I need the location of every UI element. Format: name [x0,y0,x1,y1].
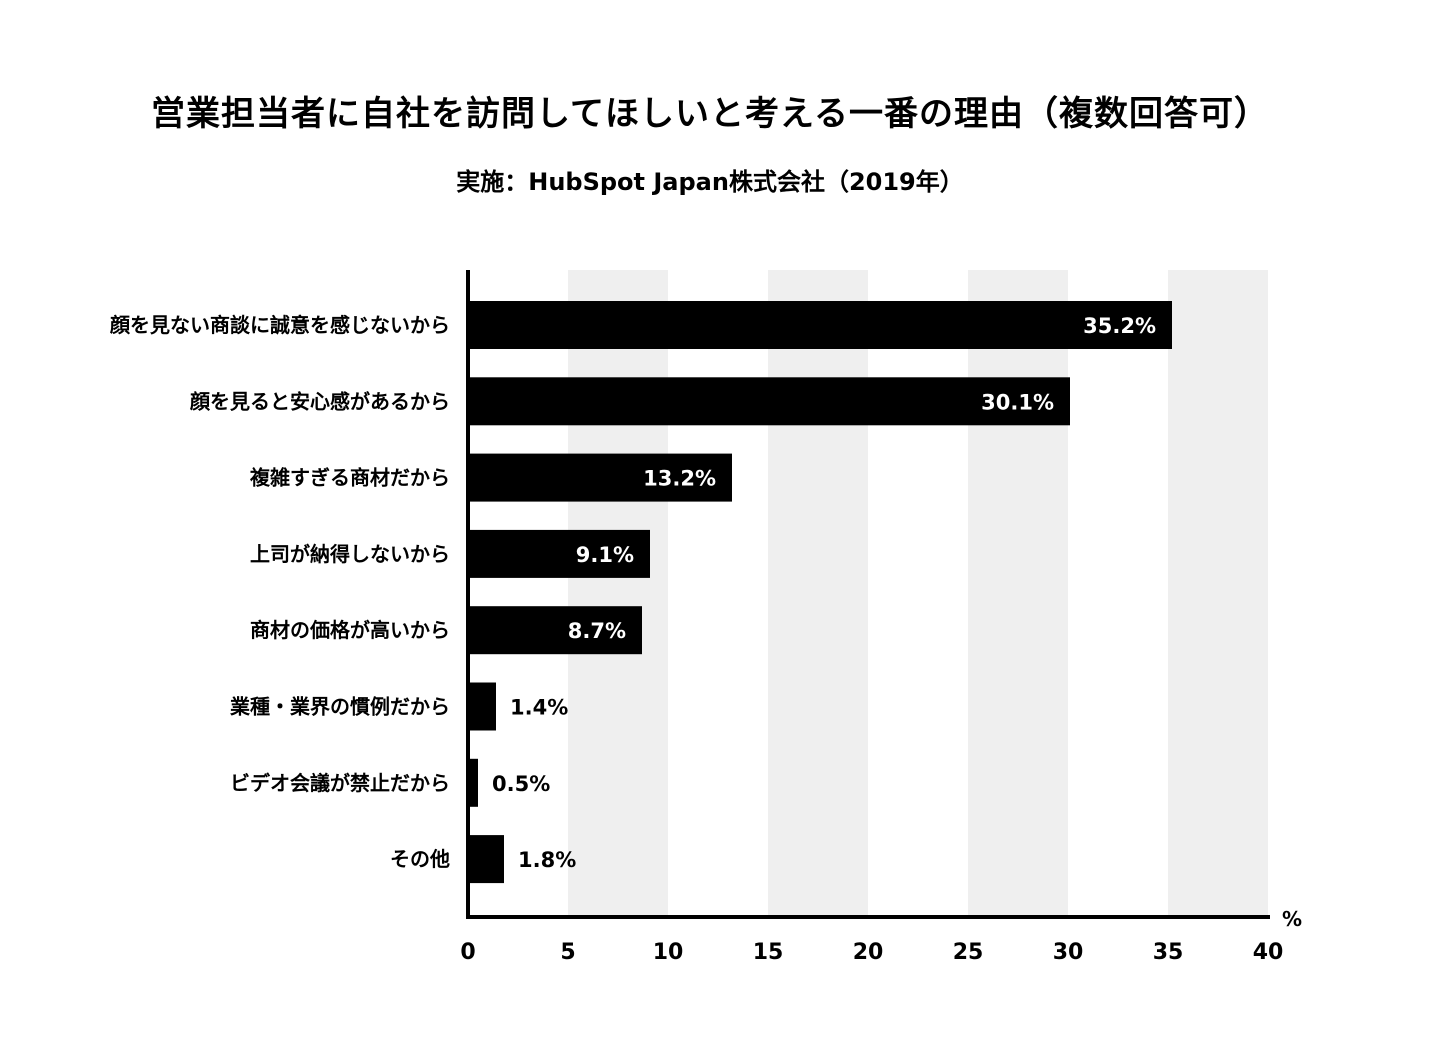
x-tick-label: 5 [560,940,575,965]
grid-band [1168,270,1268,917]
bar [468,301,1172,349]
grid-band [768,270,868,917]
chart-subtitle: 実施：HubSpot Japan株式会社（2019年） [456,168,964,196]
x-tick-label: 20 [853,940,884,965]
value-label: 1.8% [518,848,576,872]
value-label: 0.5% [492,772,550,796]
x-tick-label: 35 [1153,940,1184,965]
category-labels: 顔を見ない商談に誠意を感じないから顔を見ると安心感があるから複雑すぎる商材だから… [109,313,450,871]
bar [468,835,504,884]
x-tick-label: 15 [753,940,784,965]
chart-title: 営業担当者に自社を訪問してほしいと考える一番の理由（複数回答可） [151,94,1269,134]
x-tick-labels: 0 5 10 15 20 25 30 35 40 [460,940,1283,965]
value-labels: 35.2% 30.1% 13.2% 9.1% 8.7% 1.4% 0.5% 1.8% [492,314,1156,872]
grid-band [568,270,668,917]
background-bands [568,270,1268,917]
value-label: 1.4% [510,696,568,720]
bar [468,377,1070,426]
value-label: 9.1% [576,543,634,567]
x-tick-label: 30 [1053,940,1084,965]
bars-group [468,301,1172,884]
category-label: 顔を見ると安心感があるから [189,389,450,413]
category-label: 業種・業界の慣例だから [230,695,450,719]
x-tick-label: 0 [460,940,475,965]
category-label: ビデオ会議が禁止だから [230,771,450,795]
category-label: その他 [390,847,450,871]
value-label: 30.1% [981,390,1054,414]
x-tick-label: 25 [953,940,984,965]
value-label: 8.7% [568,619,626,643]
bar [468,529,650,578]
bar [468,682,496,731]
x-tick-label: 10 [653,940,684,965]
bar [468,453,732,502]
category-label: 顔を見ない商談に誠意を感じないから [109,313,450,337]
grid-band [968,270,1068,917]
value-label: 35.2% [1083,314,1156,338]
x-unit-label: % [1282,907,1302,931]
category-label: 商材の価格が高いから [250,618,450,642]
bar [468,758,478,807]
category-label: 複雑すぎる商材だから [250,466,450,490]
bar [468,606,642,655]
value-label: 13.2% [643,467,716,491]
x-tick-label: 40 [1253,940,1284,965]
category-label: 上司が納得しないから [250,542,450,566]
